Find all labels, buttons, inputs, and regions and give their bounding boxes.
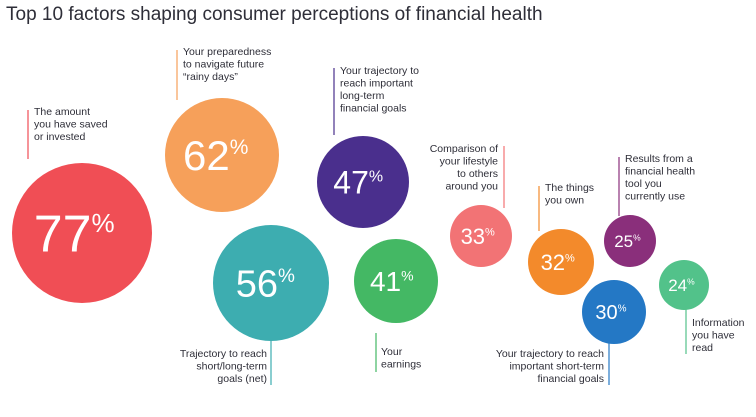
bubble-56: 56% Trajectory to reach short/long-term goa… bbox=[180, 225, 329, 385]
factor-label: Comparison of your lifestyle to others arou… bbox=[430, 143, 498, 193]
bubble-33: 33% Comparison of your lifestyle to others a… bbox=[430, 143, 512, 267]
bubble-value: 56% bbox=[236, 264, 295, 306]
bubble-24: 24% Information you have read bbox=[659, 260, 745, 354]
factor-label: Your trajectory to reach important short-… bbox=[496, 348, 604, 385]
factor-label: The amount you have saved or invested bbox=[34, 106, 108, 143]
bubble-circle bbox=[659, 260, 709, 310]
bubble-circle bbox=[317, 136, 409, 228]
factor-label: Information you have read bbox=[692, 317, 745, 354]
bubble-circle bbox=[582, 280, 646, 344]
bubble-32: 32% The things you own bbox=[528, 182, 594, 295]
bubble-circle bbox=[450, 205, 512, 267]
bubble-value: 47% bbox=[333, 165, 383, 201]
factor-label: Trajectory to reach short/long-term goals … bbox=[180, 348, 267, 385]
chart-title: Top 10 factors shaping consumer percepti… bbox=[6, 4, 543, 25]
bubble-value: 24% bbox=[668, 276, 695, 295]
bubble-circle bbox=[165, 98, 279, 212]
bubble-value: 30% bbox=[595, 302, 626, 324]
bubble-value: 62% bbox=[183, 132, 248, 179]
bubble-value: 25% bbox=[614, 232, 641, 251]
bubble-62: 62% Your preparedness to navigate future “r… bbox=[165, 46, 279, 212]
bubble-circle bbox=[12, 163, 152, 303]
bubble-value: 32% bbox=[541, 250, 575, 275]
bubble-value: 77% bbox=[34, 206, 115, 264]
bubble-41: 41% Your earnings bbox=[354, 239, 438, 372]
bubble-value: 41% bbox=[370, 266, 414, 297]
bubble-47: 47% Your trajectory to reach important long… bbox=[317, 65, 419, 228]
bubble-77: 77% The amount you have saved or invested bbox=[12, 106, 152, 303]
bubble-circle bbox=[528, 229, 594, 295]
bubble-25: 25% Results from a financial health tool yo… bbox=[604, 153, 695, 267]
bubble-circle bbox=[354, 239, 438, 323]
factor-label: Results from a financial health tool you cu… bbox=[625, 153, 695, 203]
factor-label: Your trajectory to reach important long-te… bbox=[340, 65, 419, 115]
bubble-circle bbox=[213, 225, 329, 341]
factor-label: Your earnings bbox=[381, 346, 421, 371]
bubble-30: 30% Your trajectory to reach important sho… bbox=[496, 280, 646, 385]
bubble-circle bbox=[604, 215, 656, 267]
factor-label: The things you own bbox=[545, 182, 594, 207]
bubble-value: 33% bbox=[461, 224, 495, 249]
factor-label: Your preparedness to navigate future “rain… bbox=[183, 46, 271, 83]
